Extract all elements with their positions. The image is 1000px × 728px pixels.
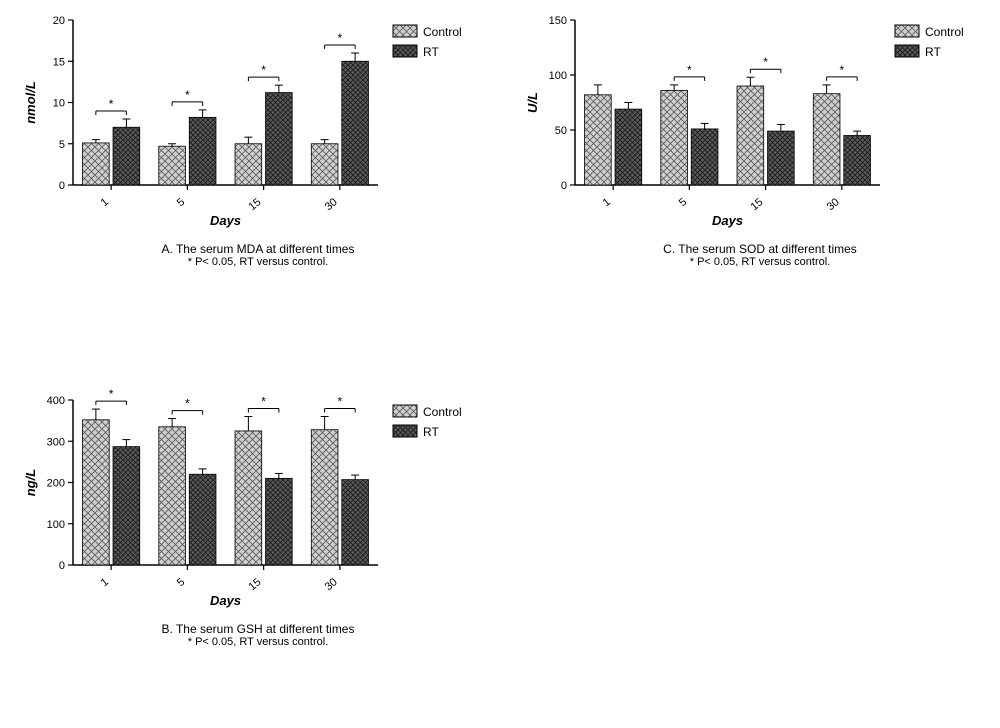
chart-c-sub: * P< 0.05, RT versus control. — [520, 256, 1000, 268]
legend-label-control: Control — [925, 25, 964, 39]
significance: * * * * — [96, 387, 355, 414]
bar-control — [311, 430, 338, 565]
bar-control — [737, 86, 764, 185]
bar-control — [585, 95, 612, 185]
xtick-label: 1 — [601, 196, 613, 209]
sig-star: * — [261, 63, 266, 77]
bar-control — [83, 143, 110, 185]
bars — [83, 61, 369, 185]
xtick-label: 15 — [748, 196, 765, 213]
y-axis-label: nmol/L — [23, 81, 38, 124]
bar-rt — [615, 109, 642, 185]
chart-b-title: B. The serum GSH at different times — [18, 622, 498, 636]
ytick-label: 100 — [47, 519, 65, 531]
legend-swatch-control — [393, 405, 417, 417]
ytick-label: 10 — [53, 98, 65, 110]
sig-star: * — [687, 63, 692, 77]
bar-rt — [113, 127, 140, 185]
xtick-label: 5 — [175, 196, 187, 209]
bar-control — [813, 94, 840, 185]
bar-rt — [342, 480, 369, 565]
bar-rt — [691, 129, 718, 185]
panel-b: 0100200300400151530ng/L****DaysControlRT… — [18, 380, 498, 648]
sig-star: * — [840, 63, 845, 77]
panel-c: 050100150151530U/L***DaysControlRT C. Th… — [520, 0, 1000, 268]
xtick-label: 5 — [175, 576, 187, 589]
ytick-label: 0 — [59, 180, 65, 192]
sig-star: * — [185, 397, 190, 411]
legend-swatch-control — [393, 25, 417, 37]
bar-control — [159, 427, 186, 565]
bar-rt — [113, 447, 140, 565]
bars — [585, 86, 871, 185]
xtick-label: 15 — [246, 196, 263, 213]
legend-label-rt: RT — [423, 425, 439, 439]
xtick-label: 30 — [825, 196, 842, 213]
bar-rt — [266, 93, 293, 185]
ytick-label: 100 — [549, 70, 567, 82]
ytick-label: 20 — [53, 15, 65, 27]
xtick-label: 30 — [323, 576, 340, 593]
x-axis-label: Days — [210, 593, 241, 608]
ytick-label: 0 — [59, 560, 65, 572]
chart-b-sub: * P< 0.05, RT versus control. — [18, 636, 498, 648]
sig-star: * — [185, 88, 190, 102]
bars — [83, 420, 369, 565]
sig-star: * — [763, 55, 768, 69]
y-axis-label: ng/L — [23, 469, 38, 496]
chart-a-title: A. The serum MDA at different times — [18, 242, 498, 256]
legend-swatch-rt — [393, 425, 417, 437]
ytick-label: 400 — [47, 395, 65, 407]
significance: * * * — [674, 55, 857, 81]
sig-star: * — [338, 31, 343, 45]
ytick-label: 15 — [53, 56, 65, 68]
xtick-label: 15 — [246, 576, 263, 593]
bar-rt — [189, 117, 216, 185]
legend-swatch-rt — [393, 45, 417, 57]
legend: Control RT — [393, 25, 462, 59]
legend-label-rt: RT — [925, 45, 941, 59]
xtick-label: 1 — [99, 196, 111, 209]
legend-label-control: Control — [423, 405, 462, 419]
sig-star: * — [109, 387, 114, 401]
bar-control — [235, 144, 262, 185]
chart-c-title: C. The serum SOD at different times — [520, 242, 1000, 256]
ytick-label: 200 — [47, 478, 65, 490]
panel-a: 05101520151530nmol/L****DaysControlRT A.… — [18, 0, 498, 268]
xtick-label: 5 — [677, 196, 689, 209]
x-axis-label: Days — [712, 213, 743, 228]
ytick-label: 0 — [561, 180, 567, 192]
legend-swatch-rt — [895, 45, 919, 57]
legend-swatch-control — [895, 25, 919, 37]
significance: * * * * — [96, 31, 355, 115]
sig-star: * — [109, 97, 114, 111]
bar-rt — [844, 136, 871, 186]
legend-label-control: Control — [423, 25, 462, 39]
bar-control — [311, 144, 338, 185]
sig-star: * — [261, 395, 266, 409]
bar-control — [83, 420, 110, 565]
x-axis-label: Days — [210, 213, 241, 228]
chart-a-sub: * P< 0.05, RT versus control. — [18, 256, 498, 268]
ytick-label: 50 — [555, 125, 567, 137]
legend-label-rt: RT — [423, 45, 439, 59]
legend: Control RT — [393, 405, 462, 439]
ytick-label: 5 — [59, 139, 65, 151]
xtick-label: 1 — [99, 576, 111, 589]
bar-rt — [266, 478, 293, 565]
ytick-label: 150 — [549, 15, 567, 27]
sig-star: * — [338, 395, 343, 409]
ytick-label: 300 — [47, 436, 65, 448]
legend: Control RT — [895, 25, 964, 59]
bar-rt — [342, 61, 369, 185]
bar-control — [159, 146, 186, 185]
y-axis-label: U/L — [525, 92, 540, 113]
bar-rt — [768, 131, 795, 185]
xtick-label: 30 — [323, 196, 340, 213]
bar-rt — [189, 474, 216, 565]
bar-control — [235, 431, 262, 565]
bar-control — [661, 90, 688, 185]
